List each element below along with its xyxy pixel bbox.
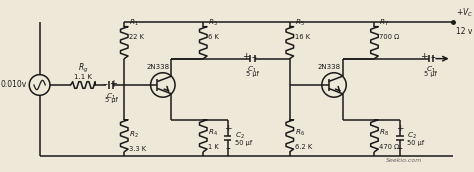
Text: +: +: [242, 52, 249, 61]
Text: $R_3$: $R_3$: [208, 17, 218, 28]
Text: $C_2$: $C_2$: [235, 131, 245, 141]
Text: 3.3 K: 3.3 K: [129, 146, 146, 152]
Text: –: –: [430, 52, 435, 62]
Text: $R_5$: $R_5$: [294, 17, 304, 28]
Text: 1.1 K: 1.1 K: [74, 74, 92, 80]
Text: +: +: [396, 124, 404, 133]
Text: 1 K: 1 K: [208, 144, 219, 150]
Text: $R_1$: $R_1$: [129, 17, 139, 28]
Text: 50 μf: 50 μf: [235, 140, 252, 146]
Text: 5 μf: 5 μf: [105, 97, 118, 103]
Text: 6 K: 6 K: [208, 34, 219, 40]
Text: 22 K: 22 K: [129, 34, 144, 40]
Text: +: +: [224, 124, 231, 133]
Text: $C_2$: $C_2$: [407, 131, 417, 141]
Text: 5 μf: 5 μf: [425, 71, 438, 77]
Text: +: +: [420, 52, 428, 61]
Text: $R_7$: $R_7$: [379, 17, 389, 28]
Text: –: –: [225, 143, 230, 153]
Text: $C_1$: $C_1$: [247, 65, 257, 76]
Text: $C_1$: $C_1$: [426, 65, 436, 76]
Text: 700 Ω: 700 Ω: [379, 34, 400, 40]
Text: 12 v: 12 v: [456, 27, 473, 36]
Text: –: –: [102, 79, 107, 89]
Text: 2N338: 2N338: [318, 64, 341, 70]
Text: $+ V_C$: $+ V_C$: [456, 7, 474, 19]
Text: $R_2$: $R_2$: [129, 129, 138, 139]
Text: –: –: [252, 52, 256, 62]
Text: 6.2 K: 6.2 K: [294, 144, 312, 150]
Text: 5 μf: 5 μf: [246, 71, 259, 77]
Text: 50 μf: 50 μf: [407, 140, 425, 146]
Text: Seekio.com: Seekio.com: [386, 158, 422, 163]
Text: 470 Ω: 470 Ω: [379, 144, 400, 150]
Text: 16 K: 16 K: [294, 34, 310, 40]
Text: $R_g$: $R_g$: [78, 62, 88, 75]
Text: $R_6$: $R_6$: [294, 127, 304, 138]
Text: 2N338: 2N338: [146, 64, 170, 70]
Text: $C_1$: $C_1$: [106, 92, 116, 102]
Text: 0.010v: 0.010v: [0, 80, 27, 89]
Text: –: –: [397, 143, 402, 153]
Text: $R_8$: $R_8$: [379, 127, 389, 138]
Text: $R_4$: $R_4$: [208, 127, 218, 138]
Text: +: +: [109, 79, 117, 89]
